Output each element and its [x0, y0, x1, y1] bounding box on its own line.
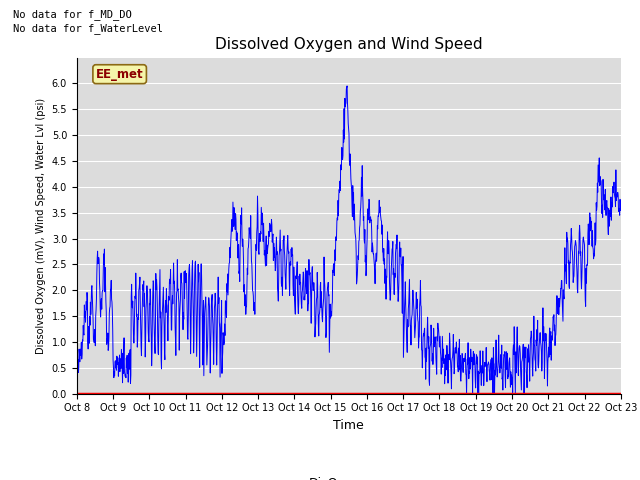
- ws: [463, 391, 470, 396]
- ws: [180, 296, 188, 301]
- DisOxy: [194, 391, 202, 396]
- DisOxy: [180, 391, 188, 396]
- DisOxy: [255, 391, 262, 396]
- ws: [343, 83, 351, 89]
- Legend: DisOxy, ws: DisOxy, ws: [269, 472, 429, 480]
- ws: [553, 293, 561, 299]
- Text: No data for f_WaterLevel: No data for f_WaterLevel: [13, 23, 163, 34]
- X-axis label: Time: Time: [333, 419, 364, 432]
- ws: [434, 338, 442, 344]
- Text: EE_met: EE_met: [96, 68, 143, 81]
- Title: Dissolved Oxygen and Wind Speed: Dissolved Oxygen and Wind Speed: [215, 37, 483, 52]
- ws: [617, 205, 625, 211]
- DisOxy: [504, 391, 512, 396]
- ws: [255, 249, 262, 255]
- ws: [194, 276, 202, 282]
- DisOxy: [73, 391, 81, 396]
- ws: [73, 376, 81, 382]
- DisOxy: [433, 391, 441, 396]
- Text: No data for f_MD_DO: No data for f_MD_DO: [13, 9, 132, 20]
- Line: ws: ws: [77, 86, 621, 394]
- DisOxy: [552, 391, 560, 396]
- Y-axis label: Dissolved Oxygen (mV), Wind Speed, Water Lvl (psi): Dissolved Oxygen (mV), Wind Speed, Water…: [36, 97, 46, 354]
- ws: [505, 360, 513, 366]
- DisOxy: [617, 391, 625, 396]
